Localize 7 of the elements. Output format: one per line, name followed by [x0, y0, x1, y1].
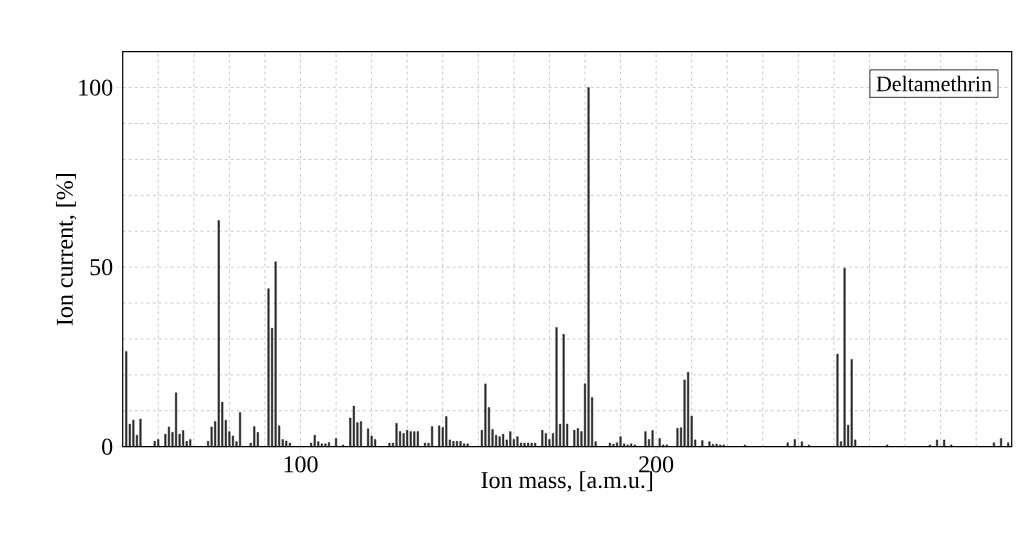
x-tick-label: 200: [639, 456, 674, 473]
y-tick-label: 50: [90, 259, 113, 276]
y-axis-title: Ion current, [%]: [55, 174, 77, 326]
annotation: Deltamethrin: [876, 75, 992, 92]
y-tick-label: 100: [79, 79, 113, 96]
x-axis-title: Ion mass, [a.m.u.]: [481, 471, 653, 492]
y-tick-label: 0: [102, 438, 113, 455]
